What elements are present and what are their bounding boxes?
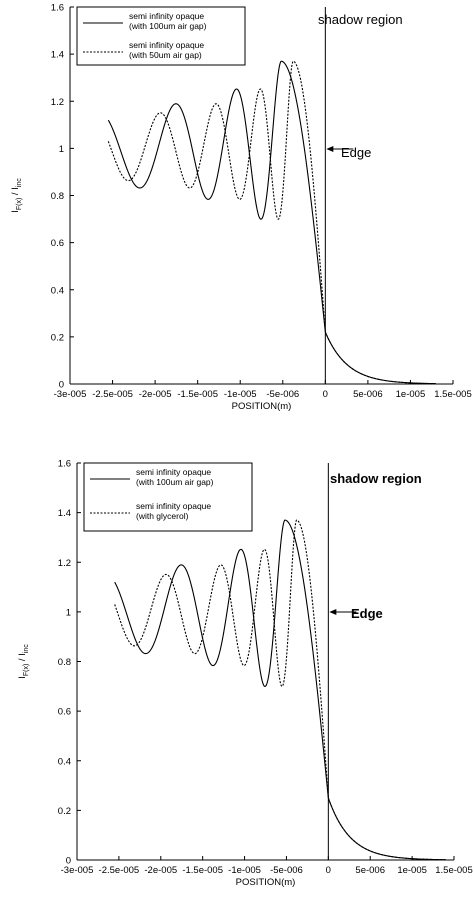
chart-1: 00.20.40.60.811.21.41.6-3e-005 -2.5e-005-… bbox=[10, 3, 472, 413]
y-tick-label: 0.4 bbox=[51, 285, 64, 296]
x-tick-label: -3e-005 bbox=[54, 389, 87, 400]
x-tick-label: 1.5e-005 bbox=[434, 389, 472, 400]
legend-entry-1-line2: (with 100um air gap) bbox=[129, 21, 207, 31]
y-tick-label: 0 bbox=[66, 856, 71, 867]
x-tick-label: -5e-006 bbox=[266, 389, 299, 400]
x-tick-label: 1e-005 bbox=[396, 389, 426, 400]
x-tick-label: 1.5e-005 bbox=[435, 865, 473, 876]
x-tick-label: 0 bbox=[323, 389, 328, 400]
y-tick-label: 1.6 bbox=[58, 459, 71, 470]
shadow-region-label: shadow region bbox=[330, 471, 422, 486]
x-tick-label: -5e-006 bbox=[270, 865, 303, 876]
legend-entry-1-line1: semi infinity opaque bbox=[136, 467, 211, 477]
x-tick-label: 0 bbox=[326, 865, 331, 876]
legend-entry-1-line1: semi infinity opaque bbox=[129, 11, 204, 21]
y-tick-label: 1.4 bbox=[51, 50, 64, 61]
legend-entry-1-line2: (with 100um air gap) bbox=[136, 477, 214, 487]
x-tick-label: 5e-006 bbox=[355, 865, 385, 876]
legend-entry-2-line2: (with glycerol) bbox=[136, 511, 189, 521]
y-tick-label: 1 bbox=[59, 144, 64, 155]
edge-arrow-head bbox=[329, 609, 337, 615]
series-line-2 bbox=[107, 60, 436, 385]
y-tick-label: 0.8 bbox=[51, 191, 64, 202]
y-tick-label: 1.4 bbox=[58, 508, 71, 519]
legend-box bbox=[83, 462, 253, 532]
series-line-1 bbox=[114, 519, 446, 861]
y-tick-label: 0.6 bbox=[51, 238, 64, 249]
x-tick-label: 1e-005 bbox=[397, 865, 427, 876]
x-tick-label: -2e-005 bbox=[144, 865, 177, 876]
y-tick-label: 0.6 bbox=[58, 707, 71, 718]
y-tick-label: 0 bbox=[59, 380, 64, 391]
legend-entry-2-line2: (with 50um air gap) bbox=[129, 50, 202, 60]
y-tick-label: 1.2 bbox=[58, 558, 71, 569]
edge-label: Edge bbox=[351, 606, 383, 621]
x-axis-label: POSITION(m) bbox=[236, 877, 296, 888]
y-tick-label: 1.2 bbox=[51, 97, 64, 108]
legend-entry-2-line1: semi infinity opaque bbox=[136, 501, 211, 511]
shadow-region-label: shadow region bbox=[318, 12, 403, 27]
y-tick-label: 0.8 bbox=[58, 657, 71, 668]
series-line-1 bbox=[107, 60, 436, 385]
x-tick-label: -1e-005 bbox=[228, 865, 261, 876]
x-axis-label: POSITION(m) bbox=[232, 401, 292, 412]
chart-2: 00.20.40.60.811.21.41.6-3e-005 -2.5e-005-… bbox=[17, 459, 473, 889]
legend: semi infinity opaque(with 100um air gap)… bbox=[83, 462, 253, 532]
x-tick-label: 5e-006 bbox=[353, 389, 383, 400]
x-tick-label: -1.5e-005 bbox=[182, 865, 223, 876]
x-tick-label: -2e-005 bbox=[139, 389, 172, 400]
y-tick-label: 0.4 bbox=[58, 756, 71, 767]
x-tick-label: -2.5e-005 bbox=[99, 865, 140, 876]
y-tick-label: 1 bbox=[66, 607, 71, 618]
legend-entry-2-line1: semi infinity opaque bbox=[129, 40, 204, 50]
y-axis-label: IF(x) / Iinc bbox=[10, 178, 23, 213]
y-tick-label: 0.2 bbox=[58, 806, 71, 817]
y-axis-label: IF(x) / Iinc bbox=[17, 644, 30, 679]
x-tick-label: -1.5e-005 bbox=[177, 389, 218, 400]
y-tick-label: 0.2 bbox=[51, 332, 64, 343]
legend: semi infinity opaque(with 100um air gap)… bbox=[76, 6, 246, 66]
edge-arrow-head bbox=[326, 146, 334, 152]
x-tick-label: -1e-005 bbox=[224, 389, 257, 400]
x-tick-label: -3e-005 bbox=[61, 865, 94, 876]
x-tick-label: -2.5e-005 bbox=[92, 389, 133, 400]
y-tick-label: 1.6 bbox=[51, 3, 64, 14]
series-line-2 bbox=[114, 519, 446, 861]
edge-label: Edge bbox=[341, 145, 371, 160]
legend-box bbox=[76, 6, 246, 66]
